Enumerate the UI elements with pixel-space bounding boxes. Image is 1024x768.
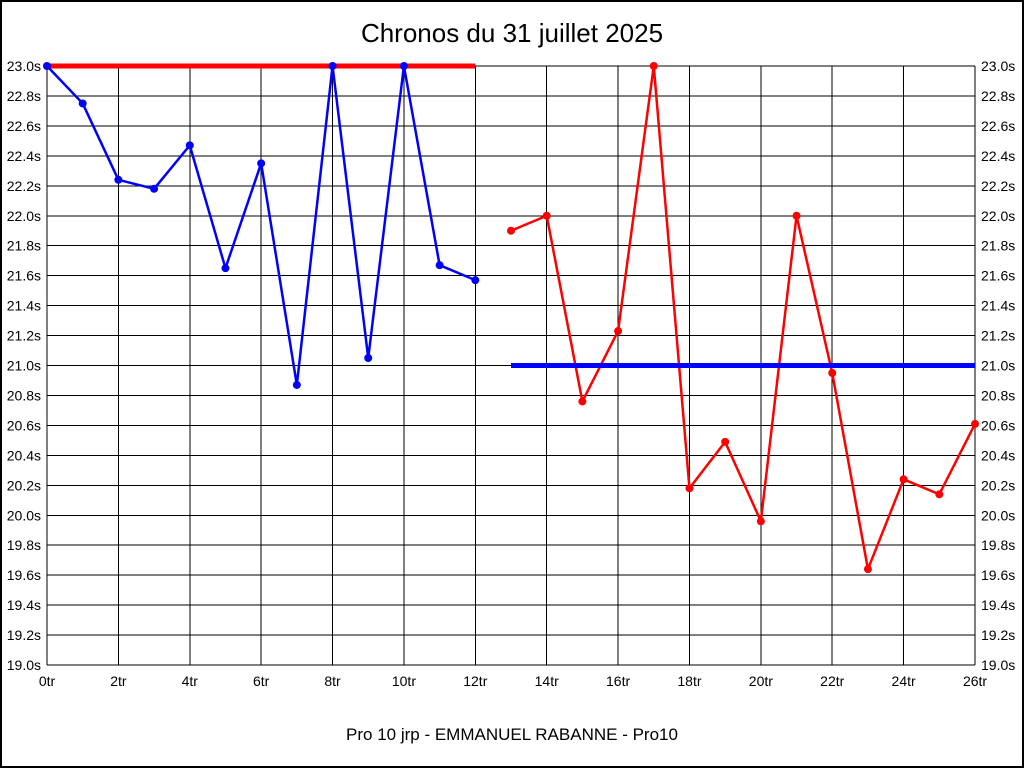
y-tick-label-left: 20.2s xyxy=(7,477,41,493)
chart-title: Chronos du 31 juillet 2025 xyxy=(360,18,664,48)
blue-series-point xyxy=(364,354,373,363)
y-tick-label-left: 19.6s xyxy=(7,567,41,583)
blue-series-point xyxy=(399,62,408,70)
y-tick-label-right: 21.2s xyxy=(981,328,1015,344)
y-tick-label-right: 20.0s xyxy=(981,507,1015,523)
y-tick-label-left: 20.8s xyxy=(7,387,41,403)
y-tick-label-left: 23.0s xyxy=(7,58,41,74)
blue-series-point xyxy=(292,380,301,389)
blue-series-point xyxy=(471,276,480,285)
y-tick-label-left: 19.8s xyxy=(7,537,41,553)
x-tick-label: 24tr xyxy=(892,673,916,689)
y-tick-label-right: 21.4s xyxy=(981,298,1015,314)
y-tick-label-left: 22.0s xyxy=(7,208,41,224)
y-tick-label-left: 19.0s xyxy=(7,657,41,673)
y-tick-label-right: 19.2s xyxy=(981,627,1015,643)
x-tick-label: 0tr xyxy=(39,673,56,689)
y-tick-label-left: 22.6s xyxy=(7,118,41,134)
x-tick-label: 22tr xyxy=(820,673,844,689)
x-tick-label: 16tr xyxy=(606,673,630,689)
y-tick-label-right: 22.6s xyxy=(981,118,1015,134)
x-tick-label: 20tr xyxy=(749,673,773,689)
blue-series-point xyxy=(78,99,87,108)
blue-series-point xyxy=(43,62,51,70)
y-tick-label-right: 19.0s xyxy=(981,657,1015,673)
chart-footer: Pro 10 jrp - EMMANUEL RABANNE - Pro10 xyxy=(346,725,678,744)
y-tick-label-right: 22.2s xyxy=(981,178,1015,194)
y-tick-label-right: 22.0s xyxy=(981,208,1015,224)
y-tick-label-right: 21.6s xyxy=(981,268,1015,284)
y-tick-label-right: 22.4s xyxy=(981,148,1015,164)
red-series-point xyxy=(507,226,515,235)
blue-series-point xyxy=(221,264,230,273)
x-tick-label: 2tr xyxy=(110,673,127,689)
x-tick-label: 26tr xyxy=(963,673,987,689)
x-tick-label: 18tr xyxy=(677,673,701,689)
red-series-point xyxy=(614,327,623,336)
y-tick-label-left: 21.4s xyxy=(7,298,41,314)
red-series-point xyxy=(578,397,587,406)
blue-series-point xyxy=(150,184,159,193)
y-tick-label-right: 22.8s xyxy=(981,88,1015,104)
y-tick-label-left: 22.4s xyxy=(7,148,41,164)
red-series-point xyxy=(542,211,551,220)
y-tick-label-right: 20.6s xyxy=(981,417,1015,433)
blue-series-point xyxy=(114,175,123,184)
red-series-point xyxy=(971,419,979,428)
red-series-line xyxy=(510,64,977,571)
y-tick-label-right: 20.8s xyxy=(981,387,1015,403)
y-tick-label-left: 21.2s xyxy=(7,328,41,344)
y-tick-label-left: 19.4s xyxy=(7,597,41,613)
red-series-point xyxy=(899,475,908,484)
y-tick-label-right: 20.4s xyxy=(981,447,1015,463)
y-tick-label-right: 19.6s xyxy=(981,567,1015,583)
y-tick-label-left: 21.0s xyxy=(7,358,41,374)
red-series-point xyxy=(935,490,944,499)
red-series-point xyxy=(649,62,658,70)
red-series-point xyxy=(685,484,694,493)
y-tick-label-right: 20.2s xyxy=(981,477,1015,493)
red-series-point xyxy=(756,517,765,526)
y-tick-label-right: 19.4s xyxy=(981,597,1015,613)
y-tick-label-left: 19.2s xyxy=(7,627,41,643)
y-tick-label-left: 20.6s xyxy=(7,417,41,433)
x-tick-label: 8tr xyxy=(324,673,341,689)
y-tick-label-left: 20.4s xyxy=(7,447,41,463)
y-tick-label-left: 22.2s xyxy=(7,178,41,194)
y-tick-label-right: 19.8s xyxy=(981,537,1015,553)
x-tick-label: 10tr xyxy=(392,673,416,689)
y-tick-label-right: 21.0s xyxy=(981,358,1015,374)
y-tick-label-right: 21.8s xyxy=(981,238,1015,254)
x-tick-label: 14tr xyxy=(535,673,559,689)
red-series-point xyxy=(721,437,730,446)
red-series-point xyxy=(792,211,801,220)
blue-series-point xyxy=(257,159,266,168)
blue-series-point xyxy=(185,141,194,150)
x-tick-label: 6tr xyxy=(253,673,270,689)
blue-series-point xyxy=(435,261,444,270)
y-tick-label-left: 22.8s xyxy=(7,88,41,104)
y-tick-label-left: 20.0s xyxy=(7,507,41,523)
x-tick-label: 12tr xyxy=(463,673,487,689)
y-tick-label-left: 21.8s xyxy=(7,238,41,254)
red-series-point xyxy=(828,368,837,377)
x-tick-label: 4tr xyxy=(182,673,199,689)
red-series-point xyxy=(863,565,872,574)
y-tick-label-left: 21.6s xyxy=(7,268,41,284)
y-tick-label-right: 23.0s xyxy=(981,58,1015,74)
blue-series-point xyxy=(328,62,337,70)
